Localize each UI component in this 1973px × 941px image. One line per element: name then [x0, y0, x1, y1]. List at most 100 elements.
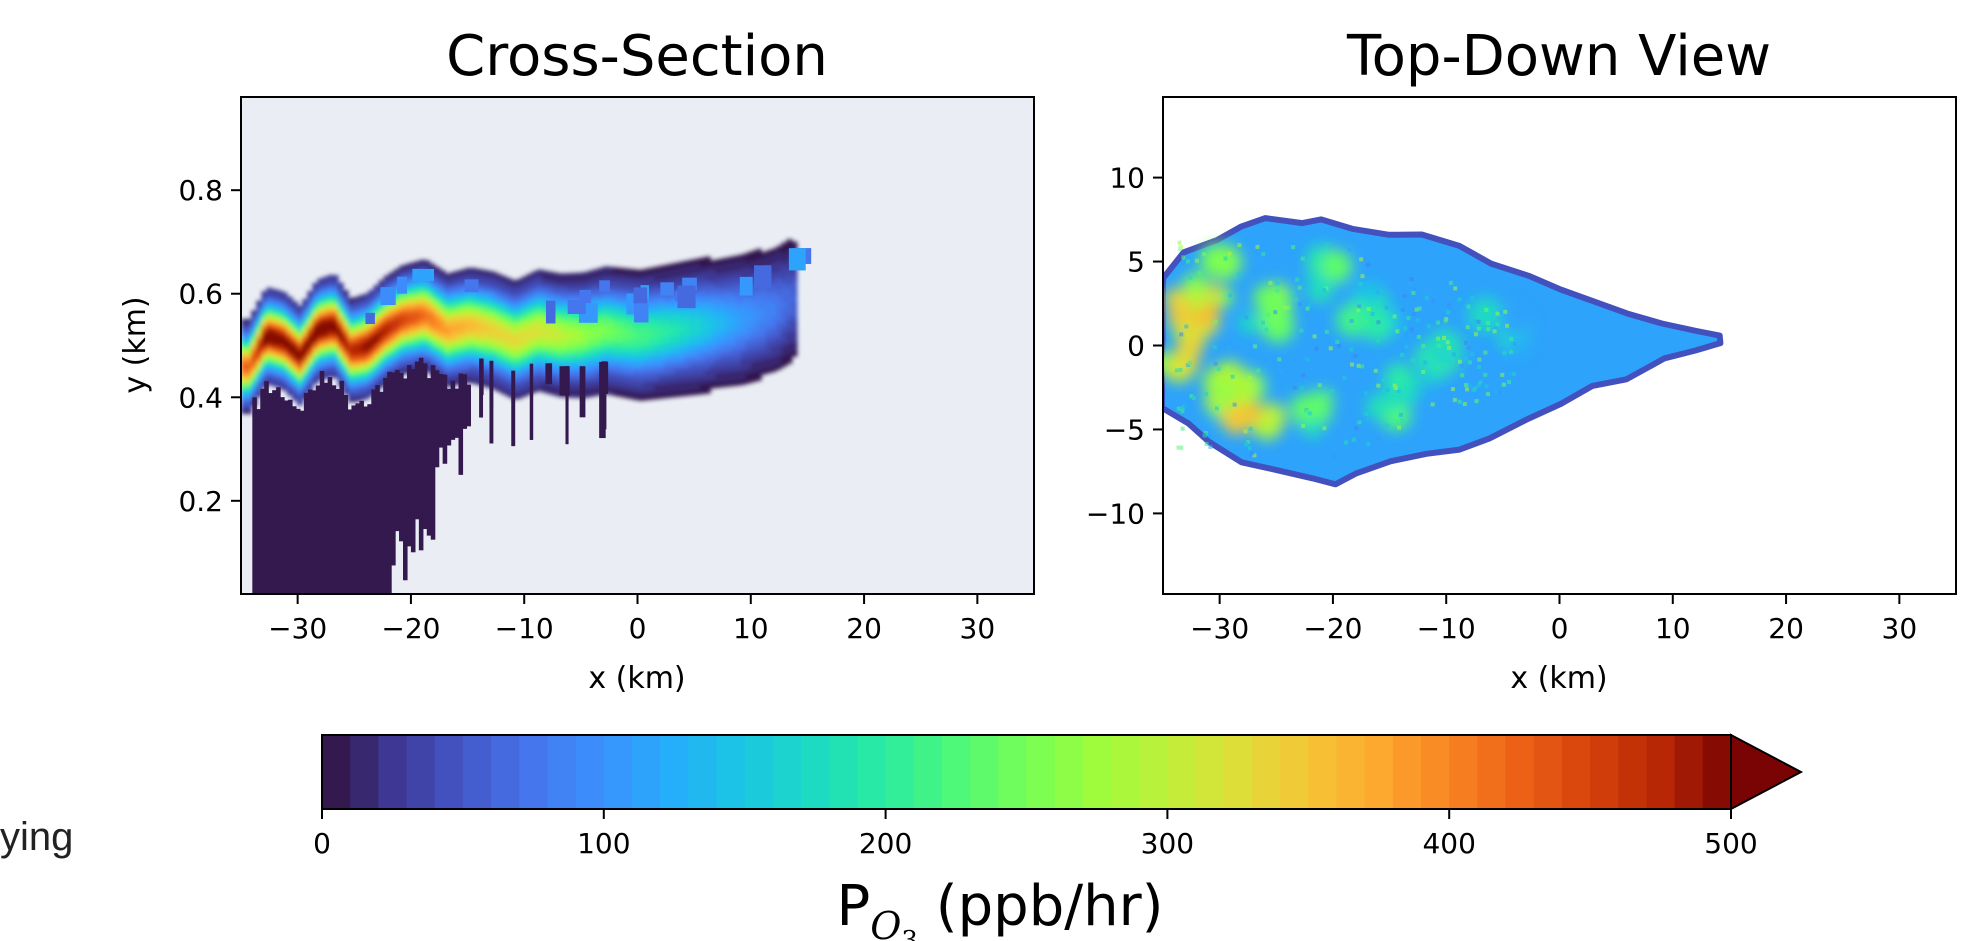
- plume-cell: [536, 323, 543, 329]
- plume-cell: [628, 344, 635, 350]
- plume-cell: [730, 337, 737, 344]
- plume-cell: [276, 310, 283, 315]
- plume-cell: [419, 332, 426, 337]
- plume-edge-cell: [365, 312, 375, 325]
- plume-cell: [358, 385, 365, 390]
- plume-cell: [546, 288, 553, 294]
- plume-cell: [725, 309, 732, 316]
- plume-cell: [648, 358, 655, 364]
- plume-cell: [455, 368, 462, 374]
- x-tick-label: −10: [495, 612, 554, 645]
- plume-cell: [475, 356, 482, 362]
- plume-cell: [444, 312, 451, 317]
- colorbar-bin: [1505, 735, 1535, 809]
- plume-cell: [740, 316, 747, 323]
- plume-cell: [439, 289, 446, 295]
- plume-cell: [659, 334, 665, 340]
- plume-cell: [608, 284, 614, 290]
- plume-cell: [704, 322, 711, 328]
- plume-cell: [766, 255, 772, 261]
- plume-cell: [419, 313, 426, 318]
- speckle-cell: [1248, 375, 1253, 380]
- plume-cell: [383, 353, 390, 358]
- plume-cell: [725, 367, 732, 373]
- colorbar-bin: [1364, 735, 1394, 809]
- plume-cell: [715, 283, 721, 289]
- plume-cell: [562, 362, 569, 368]
- plume-cell: [399, 299, 405, 304]
- speckle-cell: [1342, 376, 1347, 381]
- plume-cell: [710, 283, 716, 290]
- plume-cell: [776, 265, 783, 272]
- plume-cell: [602, 345, 609, 351]
- plume-cell: [628, 353, 635, 359]
- surface-column: [331, 385, 337, 594]
- plume-cell: [261, 367, 268, 372]
- plume-cell: [495, 367, 502, 372]
- plume-cell: [291, 379, 298, 384]
- plume-cell: [684, 339, 691, 345]
- plume-cell: [623, 281, 630, 287]
- plume-cell: [694, 272, 701, 278]
- plume-cell: [342, 347, 349, 352]
- speckle-cell: [1444, 317, 1449, 322]
- plume-cell: [348, 355, 354, 360]
- plume-cell: [434, 367, 441, 372]
- plume-cell: [470, 291, 477, 297]
- plume-cell: [613, 285, 620, 290]
- plume-cell: [516, 381, 523, 387]
- plume-cell: [266, 361, 273, 365]
- plume-cell: [618, 267, 625, 273]
- plume-cell: [388, 324, 395, 329]
- plume-cell: [246, 354, 252, 359]
- plume-cell: [353, 340, 360, 345]
- plume-cell: [337, 296, 344, 301]
- plume-cell: [444, 351, 451, 356]
- plume-cell: [490, 340, 497, 345]
- plume-cell: [434, 348, 441, 353]
- plume-cell: [337, 282, 344, 287]
- plume-cell: [745, 358, 752, 365]
- plume-cell: [241, 358, 247, 362]
- plume-cell: [521, 317, 528, 323]
- plume-cell: [291, 352, 298, 357]
- plume-cell: [531, 279, 538, 285]
- plume-cell: [322, 276, 329, 281]
- plume-cell: [475, 312, 482, 318]
- plume-cell: [521, 334, 528, 340]
- plume-cell: [378, 375, 385, 381]
- plume-cell: [266, 301, 273, 305]
- speckle-cell: [1457, 399, 1462, 404]
- plume-cell: [261, 370, 268, 375]
- cross-section-plume: [241, 239, 812, 594]
- plume-cell: [424, 325, 431, 330]
- plume-cell: [526, 336, 533, 341]
- plume-cell: [536, 353, 543, 358]
- plume-cell: [363, 388, 370, 393]
- plume-cell: [511, 362, 518, 367]
- plume-cell: [312, 373, 319, 378]
- plume-cell: [648, 317, 655, 323]
- plume-cell: [623, 375, 630, 381]
- plume-cell: [597, 302, 604, 308]
- plume-cell: [470, 339, 477, 344]
- plume-cell: [424, 329, 431, 334]
- plume-cell: [750, 270, 757, 276]
- plume-cell: [771, 248, 778, 254]
- plume-cell: [495, 285, 502, 291]
- plume-cell: [725, 285, 732, 292]
- plume-cell: [266, 287, 273, 292]
- plume-cell: [659, 361, 665, 367]
- plume-cell: [317, 306, 324, 311]
- plume-cell: [266, 317, 273, 322]
- plume-cell: [256, 370, 263, 374]
- plume-cell: [699, 285, 706, 291]
- plume-cell: [368, 308, 375, 313]
- colorbar-tick-label: 400: [1422, 827, 1475, 860]
- plume-cell: [460, 356, 467, 361]
- plume-cell: [633, 278, 640, 284]
- plume-cell: [551, 356, 558, 362]
- plume-cell: [281, 322, 288, 327]
- plume-cell: [286, 317, 293, 322]
- plume-cell: [342, 350, 349, 356]
